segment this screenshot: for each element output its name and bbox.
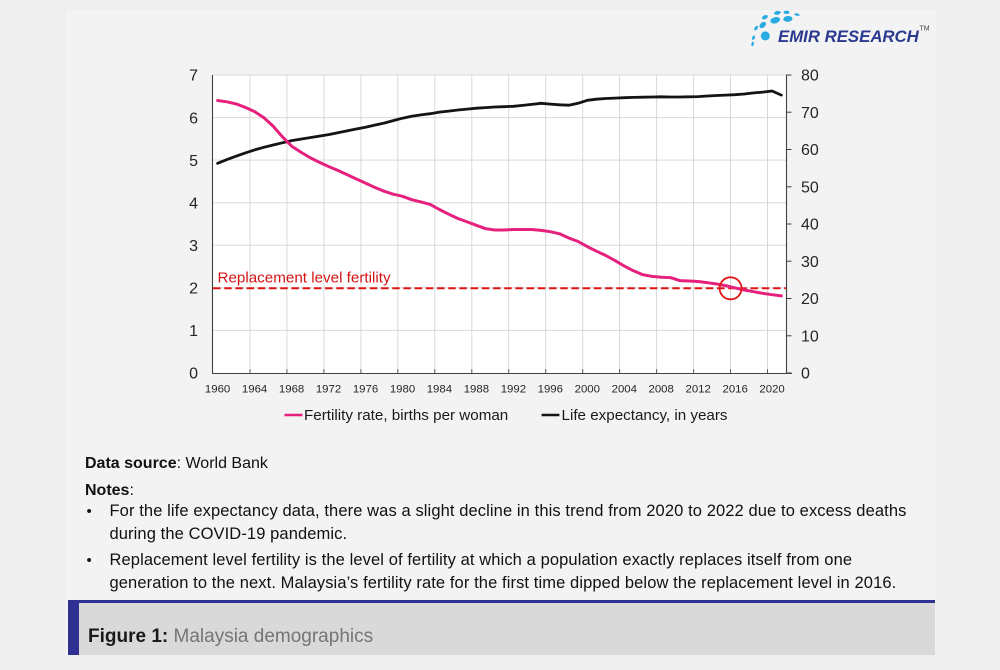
svg-text:40: 40 (801, 217, 819, 234)
svg-text:30: 30 (801, 254, 819, 271)
svg-text:1: 1 (189, 323, 198, 340)
svg-text:2: 2 (189, 281, 198, 298)
svg-text:2012: 2012 (686, 384, 711, 396)
svg-text:1972: 1972 (316, 384, 341, 396)
svg-text:20: 20 (801, 291, 819, 308)
svg-text:1980: 1980 (390, 384, 415, 396)
svg-text:EMIR RESEARCH: EMIR RESEARCH (778, 27, 920, 46)
svg-text:2008: 2008 (649, 384, 674, 396)
svg-text:7: 7 (189, 68, 198, 85)
svg-text:2016: 2016 (723, 384, 748, 396)
svg-text:3: 3 (189, 238, 198, 255)
svg-text:4: 4 (189, 195, 198, 212)
svg-text:1992: 1992 (501, 384, 526, 396)
svg-text:60: 60 (801, 142, 819, 159)
svg-text:70: 70 (801, 105, 819, 122)
svg-text:1960: 1960 (205, 384, 230, 396)
svg-text:10: 10 (801, 328, 819, 345)
svg-text:5: 5 (189, 153, 198, 170)
svg-text:Fertility rate, births per wom: Fertility rate, births per woman (304, 407, 508, 424)
svg-text:1968: 1968 (279, 384, 304, 396)
svg-text:2020: 2020 (759, 384, 784, 396)
svg-text:1984: 1984 (427, 384, 452, 396)
svg-text:80: 80 (801, 68, 819, 85)
svg-text:0: 0 (189, 366, 198, 383)
svg-text:6: 6 (189, 110, 198, 127)
svg-text:0: 0 (801, 366, 810, 383)
svg-text:2000: 2000 (575, 384, 600, 396)
svg-text:1996: 1996 (538, 384, 563, 396)
svg-text:1988: 1988 (464, 384, 489, 396)
svg-text:1976: 1976 (353, 384, 378, 396)
svg-text:TM: TM (920, 26, 930, 33)
svg-text:Life expectancy, in years: Life expectancy, in years (562, 407, 728, 424)
svg-text:Replacement level fertility: Replacement level fertility (218, 270, 391, 287)
svg-text:50: 50 (801, 179, 819, 196)
svg-text:1964: 1964 (242, 384, 267, 396)
svg-text:2004: 2004 (612, 384, 637, 396)
